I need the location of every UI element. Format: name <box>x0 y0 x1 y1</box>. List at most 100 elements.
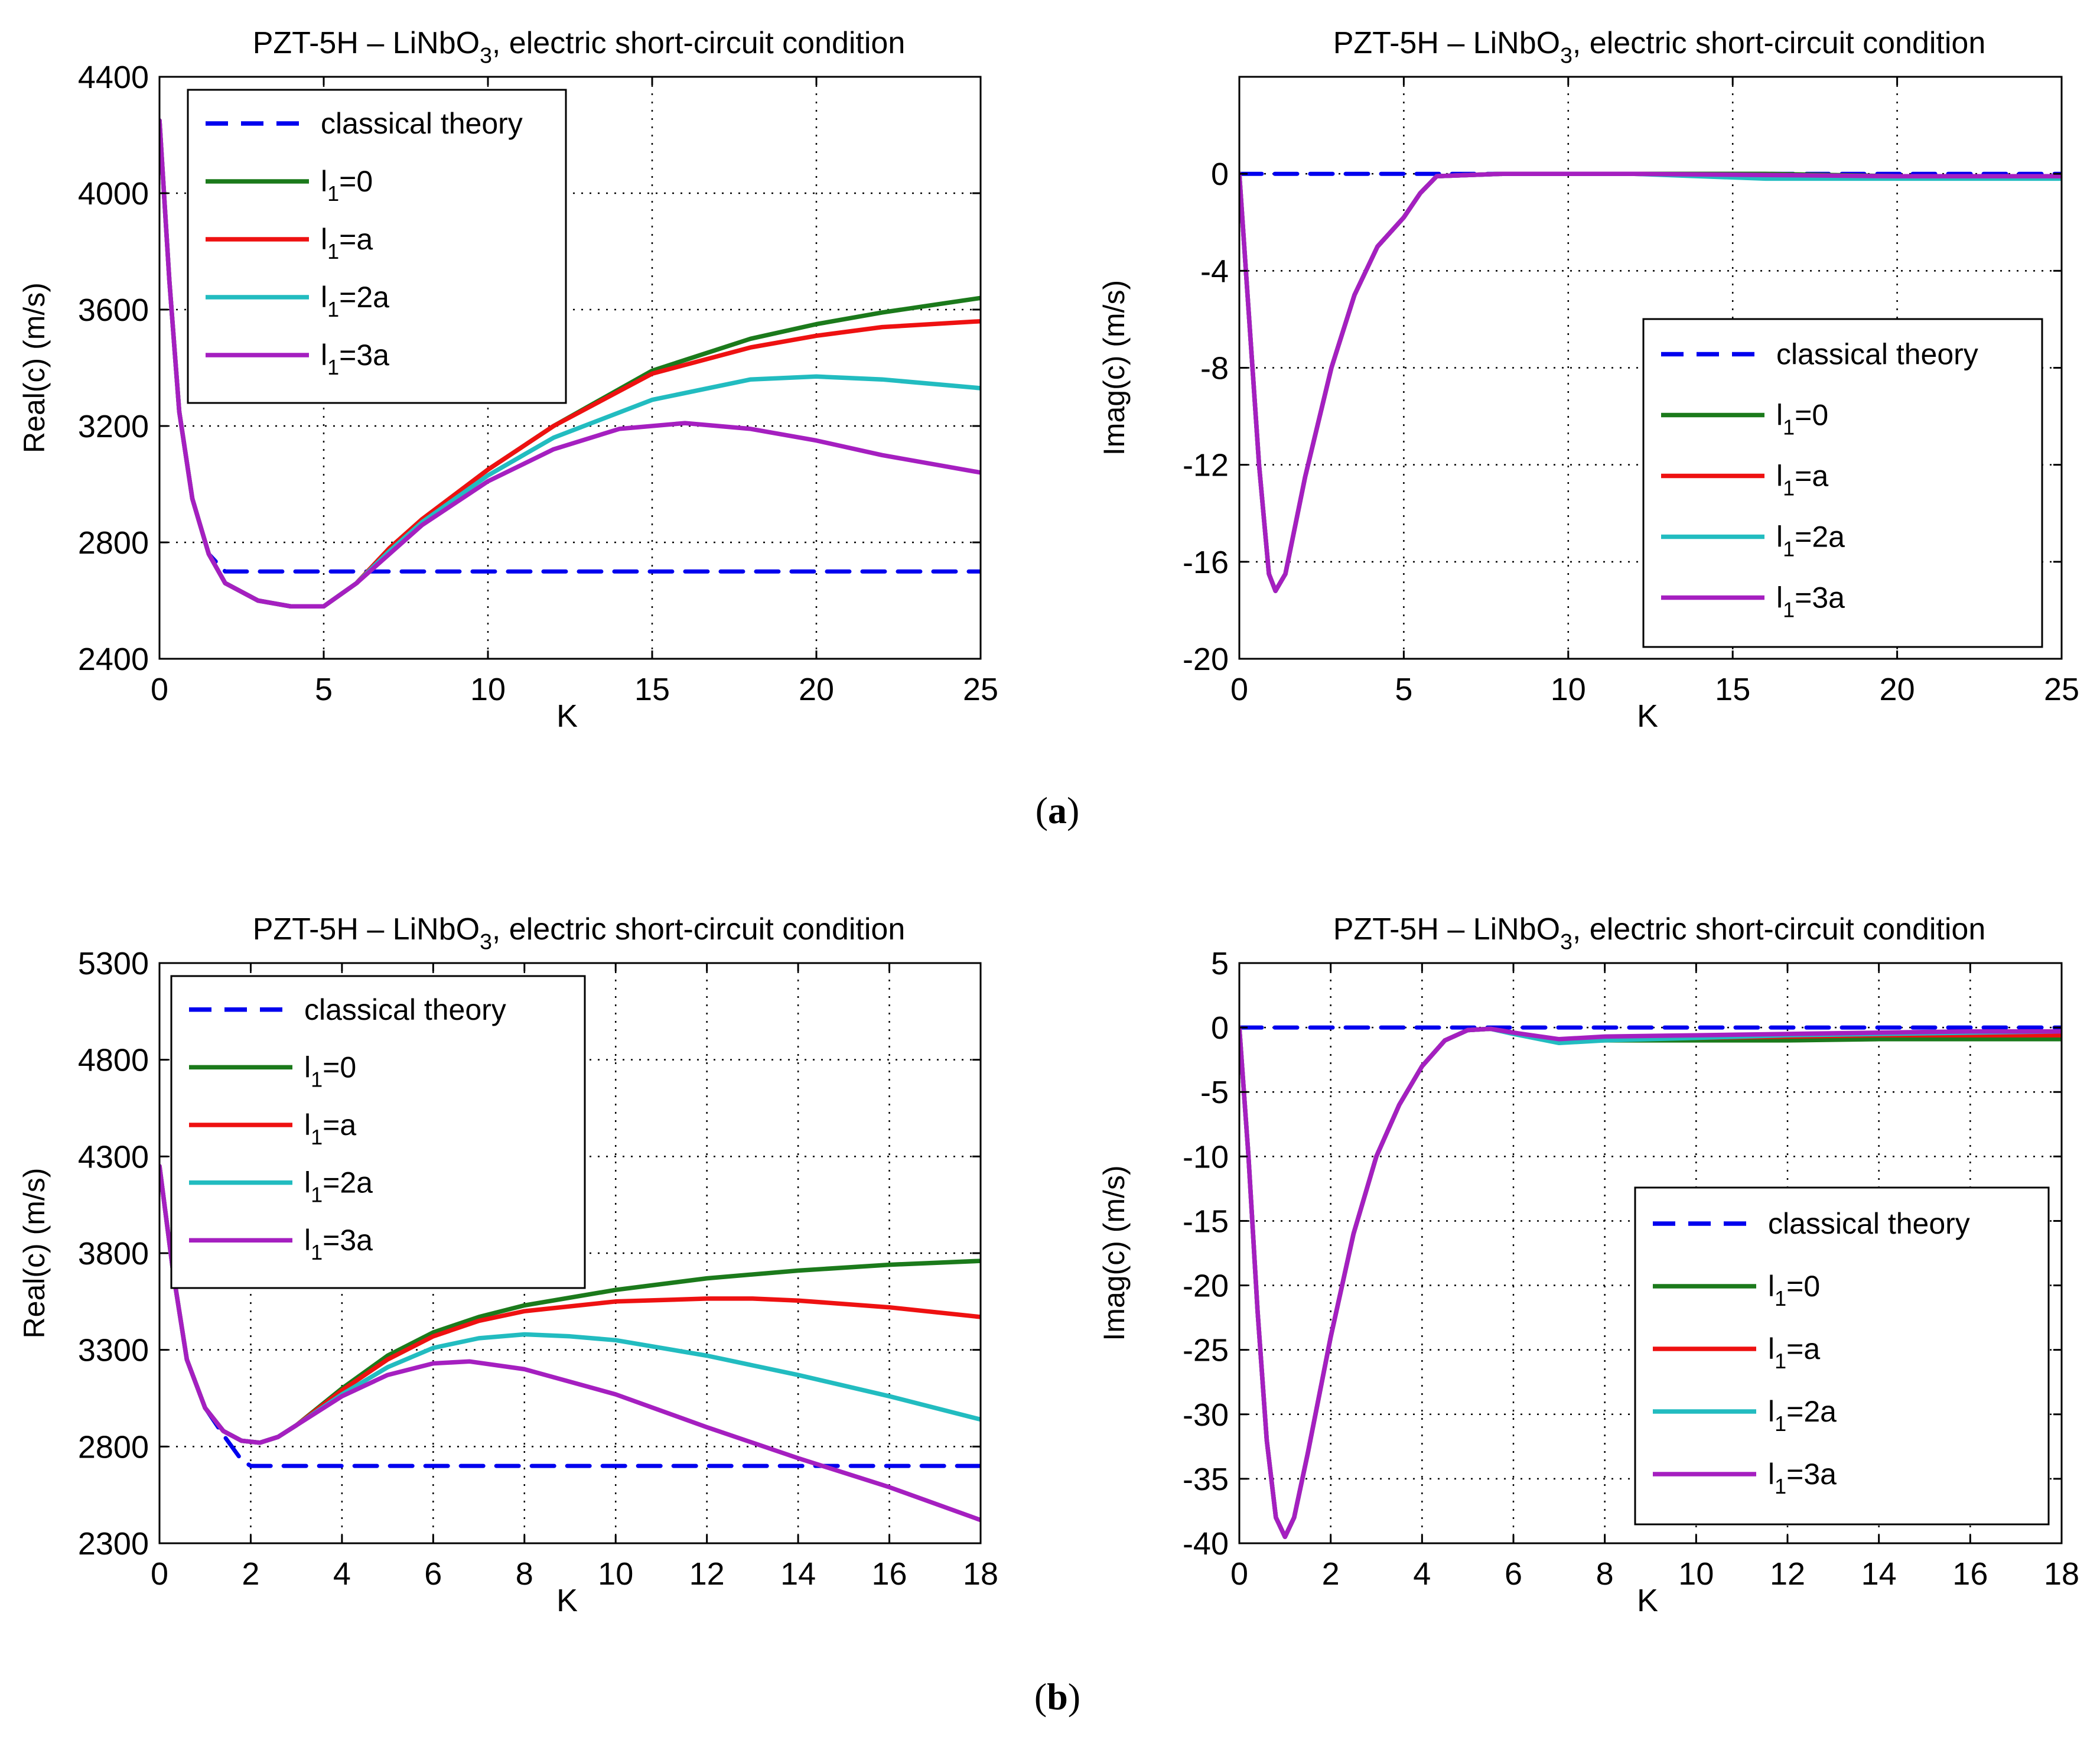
legend-label-main: l <box>321 223 327 256</box>
legend-label: l1=3a <box>321 339 389 379</box>
legend-label-rest: =3a <box>323 1224 373 1257</box>
legend-label-sub: 1 <box>1783 476 1795 500</box>
legend-label-sub: 1 <box>1783 537 1795 561</box>
y-tick-label: 2800 <box>78 525 149 561</box>
legend-label-main: l <box>304 1224 311 1257</box>
legend-label-main: l <box>1776 460 1783 493</box>
x-tick-label: 18 <box>2044 1556 2079 1592</box>
legend-label-main: l <box>1768 1270 1775 1303</box>
y-tick-label: -15 <box>1183 1204 1229 1239</box>
x-tick-label: 18 <box>963 1556 998 1592</box>
legend-label: classical theory <box>1768 1207 1970 1240</box>
y-tick-label: 3800 <box>78 1236 149 1271</box>
legend-label-sub: 1 <box>311 1240 323 1264</box>
x-tick-label: 20 <box>799 672 834 707</box>
series-line-l1-3a <box>159 118 981 609</box>
axes-frame <box>1238 962 2063 1544</box>
chart-title-sub: 3 <box>1560 929 1572 954</box>
legend-label: l1=a <box>321 223 373 264</box>
x-tick-label: 8 <box>516 1556 533 1592</box>
y-tick-label: 5300 <box>78 946 149 981</box>
x-tick-label: 12 <box>689 1556 725 1592</box>
legend-label-rest: =a <box>323 1108 356 1141</box>
legend-label-sub: 1 <box>327 355 339 379</box>
x-axis-label: K <box>1637 698 1658 734</box>
chart-title: PZT-5H – LiNbO3, electric short-circuit … <box>253 912 906 954</box>
chart-title-rest: , electric short-circuit condition <box>492 26 905 60</box>
series-group <box>1239 1025 2062 1539</box>
y-tick-label: -20 <box>1183 1269 1229 1304</box>
legend-label-main: l <box>304 1166 311 1199</box>
x-tick-label: 6 <box>1505 1556 1522 1592</box>
legend-label-main: l <box>304 1050 311 1084</box>
x-axis-label: K <box>556 1583 578 1618</box>
chart-title-rest: , electric short-circuit condition <box>1572 912 1985 947</box>
y-tick-label: 3300 <box>78 1333 149 1368</box>
x-tick-label: 16 <box>1952 1556 1988 1592</box>
chart-title: PZT-5H – LiNbO3, electric short-circuit … <box>1333 26 1986 68</box>
legend-label: l1=3a <box>1776 581 1845 622</box>
legend-label: l1=a <box>1768 1332 1820 1373</box>
chart-title-sub: 3 <box>1560 43 1572 68</box>
x-tick-label: 14 <box>780 1556 816 1592</box>
y-tick-label: 0 <box>1211 1010 1229 1046</box>
y-axis-label: Imag(c) (m/s) <box>1098 1165 1131 1341</box>
y-tick-label: -4 <box>1200 253 1229 289</box>
y-tick-label: 2400 <box>78 642 149 677</box>
y-tick-label: -5 <box>1200 1075 1229 1110</box>
series-group <box>159 118 981 609</box>
chart-title-rest: , electric short-circuit condition <box>1572 26 1985 60</box>
chart-title: PZT-5H – LiNbO3, electric short-circuit … <box>253 26 906 68</box>
legend-label-rest: =3a <box>339 339 389 372</box>
legend-label-sub: 1 <box>1775 1349 1786 1373</box>
legend-label-sub: 1 <box>327 239 339 264</box>
x-tick-label: 10 <box>470 672 506 707</box>
x-tick-label: 5 <box>1395 672 1412 707</box>
y-axis-label: Imag(c) (m/s) <box>1098 280 1131 456</box>
legend-label-sub: 1 <box>327 297 339 321</box>
series-line-l1-3a <box>1239 171 2062 593</box>
y-tick-label: -25 <box>1183 1333 1229 1368</box>
legend-label: classical theory <box>321 107 523 140</box>
legend-label-main: l <box>1768 1395 1775 1428</box>
legend-box <box>170 975 586 1289</box>
legend-label-sub: 1 <box>311 1125 323 1149</box>
y-axis-label: Real(c) (m/s) <box>18 1168 51 1339</box>
y-tick-label: -16 <box>1183 545 1229 580</box>
legend-label-main: l <box>1776 399 1783 432</box>
y-tick-label: -30 <box>1183 1397 1229 1433</box>
y-tick-label: 2800 <box>78 1429 149 1465</box>
legend-label: classical theory <box>1776 338 1978 371</box>
legend-label: l1=a <box>1776 460 1828 500</box>
legend-label-rest: =2a <box>1795 521 1845 554</box>
legend-label-main: l <box>1776 521 1783 554</box>
legend-label-sub: 1 <box>1783 415 1795 440</box>
chart-a-real: 0 5 10 15 20 25 2400 2800 3200 3600 4000 4400 K Real(… <box>18 26 998 734</box>
x-tick-label: 20 <box>1880 672 1915 707</box>
y-tick-label: 4800 <box>78 1043 149 1078</box>
legend-label-rest: =0 <box>323 1050 356 1084</box>
y-tick-label: 4000 <box>78 176 149 212</box>
chart-title-main: PZT-5H – LiNbO <box>253 26 480 60</box>
chart-b-real: 0 2 4 6 8 10 12 14 16 18 2300 2800 3300 3800 4300 4800 5… <box>18 912 998 1618</box>
panel-label-a: (a) <box>1036 789 1080 831</box>
legend-label-main: l <box>321 339 327 372</box>
legend-label-rest: =2a <box>1786 1395 1837 1428</box>
x-axis-label: K <box>1637 1583 1658 1618</box>
y-tick-label: -10 <box>1183 1139 1229 1175</box>
x-tick-label: 4 <box>1413 1556 1431 1592</box>
legend-label-rest: =a <box>1786 1332 1820 1365</box>
legend-label-rest: =0 <box>1795 399 1828 432</box>
chart-title: PZT-5H – LiNbO3, electric short-circuit … <box>1333 912 1986 954</box>
y-tick-label: -40 <box>1183 1526 1229 1562</box>
x-tick-label: 0 <box>151 672 168 707</box>
legend-label-rest: =a <box>339 223 373 256</box>
y-tick-label: -35 <box>1183 1462 1229 1497</box>
legend-label-rest: =0 <box>1786 1270 1820 1303</box>
y-axis-label: Real(c) (m/s) <box>18 282 51 453</box>
x-tick-label: 12 <box>1770 1556 1805 1592</box>
panel-label-b: (b) <box>1034 1676 1080 1718</box>
x-tick-label: 10 <box>1678 1556 1714 1592</box>
y-tick-label: 3600 <box>78 292 149 328</box>
y-tick-label: -12 <box>1183 448 1229 483</box>
